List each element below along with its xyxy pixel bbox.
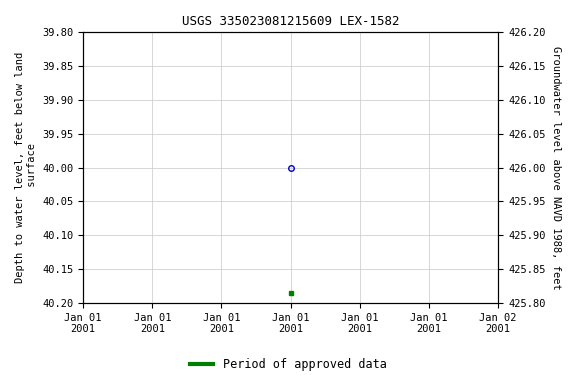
Y-axis label: Groundwater level above NAVD 1988, feet: Groundwater level above NAVD 1988, feet <box>551 46 561 290</box>
Legend: Period of approved data: Period of approved data <box>185 354 391 376</box>
Y-axis label: Depth to water level, feet below land
 surface: Depth to water level, feet below land su… <box>15 52 37 283</box>
Title: USGS 335023081215609 LEX-1582: USGS 335023081215609 LEX-1582 <box>182 15 399 28</box>
